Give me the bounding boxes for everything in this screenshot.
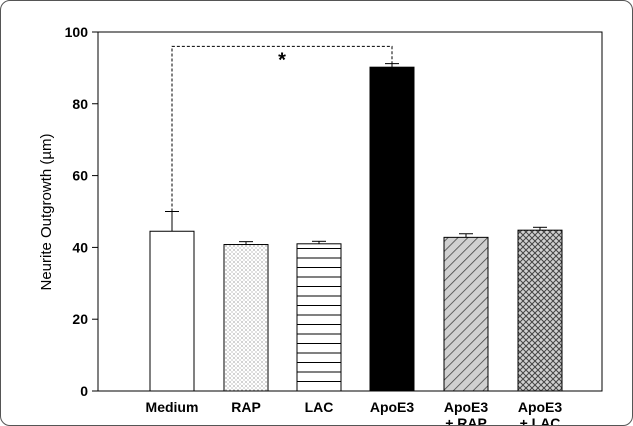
y-tick-label: 100 (65, 24, 89, 40)
bar (296, 243, 342, 392)
x-tick-label: ApoE3 (370, 399, 415, 415)
x-tick-label-line2: + RAP (445, 415, 487, 426)
y-tick-label: 60 (72, 168, 88, 184)
bar (517, 229, 563, 392)
bar (369, 66, 415, 392)
y-axis: 0 20 40 60 80 100 (65, 24, 98, 399)
bars (149, 63, 563, 392)
bar (149, 230, 195, 392)
bar (443, 236, 489, 392)
x-tick-label: RAP (231, 399, 261, 415)
y-tick-label: 0 (80, 383, 88, 399)
significance-star: * (278, 49, 286, 71)
significance-bracket: * (171, 45, 393, 212)
x-tick-label: LAC (305, 399, 334, 415)
plot-area (97, 31, 603, 392)
significance-line (171, 45, 393, 212)
x-tick-label: ApoE3 (444, 399, 489, 415)
y-tick-label: 20 (72, 311, 88, 327)
x-tick-label: Medium (146, 399, 199, 415)
y-axis-label: Neurite Outgrowth (µm) (38, 133, 55, 290)
bar (223, 244, 269, 392)
x-tick-label-line2: + LAC (520, 415, 561, 426)
y-tick-label: 40 (72, 239, 88, 255)
x-tick-label: ApoE3 (518, 399, 563, 415)
y-tick-label: 80 (72, 96, 88, 112)
